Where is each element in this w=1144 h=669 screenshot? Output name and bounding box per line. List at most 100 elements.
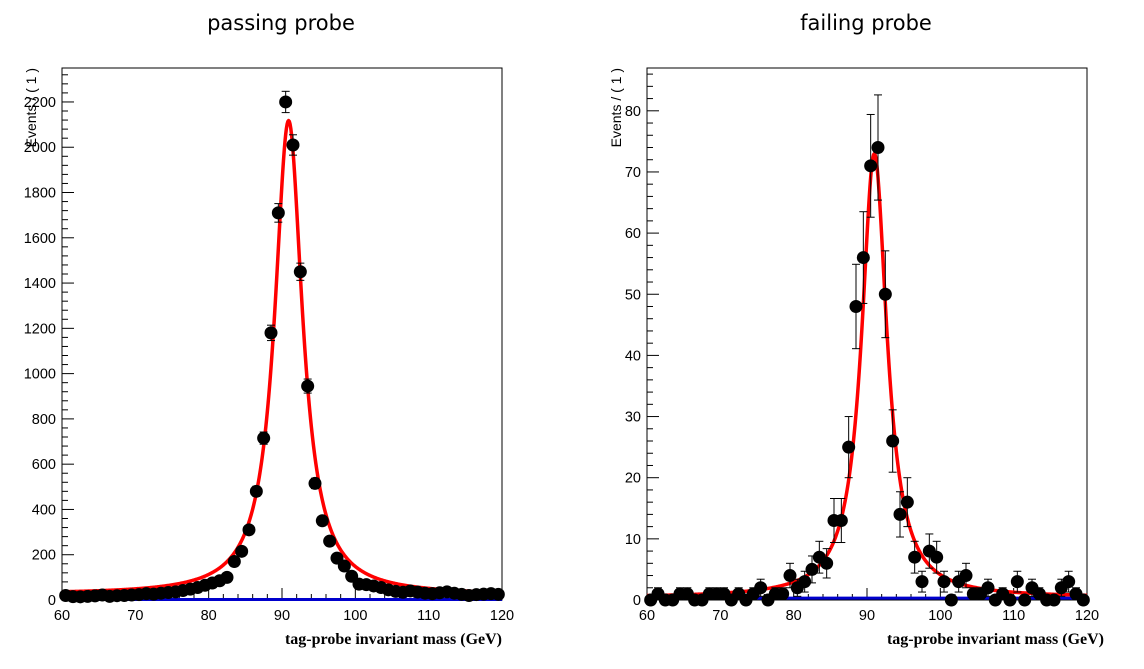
y-tick-label: 2200	[24, 95, 56, 111]
data-marker	[915, 575, 929, 589]
data-marker	[834, 514, 848, 528]
y-axis: 0 10 20 30 40 50 60 70 80	[625, 73, 659, 609]
y-tick-label: 1200	[24, 321, 56, 337]
data-point	[308, 476, 322, 490]
y-axis-label: Events / ( 1 )	[608, 68, 624, 147]
data-point	[1018, 593, 1032, 607]
fit-curve	[60, 118, 504, 595]
data-marker	[944, 593, 958, 607]
data-point	[908, 540, 922, 574]
data-point	[227, 555, 241, 569]
data-marker	[1003, 593, 1017, 607]
data-point	[337, 559, 351, 573]
data-point	[1003, 593, 1017, 607]
data-point	[1062, 570, 1076, 593]
data-point	[798, 570, 812, 593]
fit-line	[60, 118, 504, 595]
data-marker	[301, 379, 315, 393]
data-marker	[1076, 593, 1090, 607]
y-tick-label: 1000	[24, 367, 56, 383]
x-tick-label: 100	[343, 608, 367, 624]
data-marker	[871, 140, 885, 154]
fit-line	[645, 151, 1089, 598]
x-tick-label: 70	[712, 608, 728, 624]
data-marker	[242, 523, 256, 537]
x-tick-label: 110	[417, 608, 440, 624]
data-point	[937, 570, 951, 593]
data-point	[249, 484, 263, 498]
data-point	[981, 578, 995, 597]
data-points	[644, 94, 1090, 607]
data-marker	[900, 495, 914, 509]
y-tick-label: 0	[633, 593, 641, 609]
data-point	[886, 409, 900, 473]
data-point	[271, 203, 285, 223]
data-point	[279, 90, 293, 114]
data-points	[59, 90, 505, 604]
y-tick-label: 20	[625, 471, 641, 487]
data-point	[944, 593, 958, 607]
data-marker	[1010, 575, 1024, 589]
data-point	[856, 211, 870, 304]
y-tick-label: 10	[625, 532, 641, 548]
data-point	[1010, 570, 1024, 593]
y-tick-label: 0	[48, 593, 56, 609]
data-point	[323, 534, 337, 548]
data-marker	[783, 569, 797, 583]
plot-frame	[646, 67, 1088, 601]
data-marker	[908, 550, 922, 564]
data-marker	[805, 562, 819, 576]
data-marker	[315, 514, 329, 528]
data-point	[220, 570, 234, 584]
data-marker	[1018, 593, 1032, 607]
data-point	[242, 523, 256, 537]
data-point	[257, 431, 271, 445]
data-marker	[235, 544, 249, 558]
x-tick-label: 80	[201, 608, 217, 624]
data-marker	[220, 570, 234, 584]
data-point	[293, 262, 307, 281]
data-point	[783, 562, 797, 589]
data-marker	[981, 581, 995, 595]
data-marker	[323, 534, 337, 548]
x-tick-label: 100	[928, 608, 952, 624]
data-point	[1047, 593, 1061, 607]
y-axis: 0 200 400 600 800 1000 1200 1400 1600 1800 2000 220…	[24, 74, 74, 609]
data-marker	[893, 507, 907, 521]
data-marker	[1062, 575, 1076, 589]
x-tick-label: 120	[1075, 608, 1099, 624]
data-point	[1076, 593, 1090, 607]
data-marker	[864, 159, 878, 173]
data-marker	[798, 575, 812, 589]
x-tick-label: 70	[127, 608, 143, 624]
data-marker	[886, 434, 900, 448]
data-marker	[293, 265, 307, 279]
y-tick-label: 1800	[24, 186, 56, 202]
data-point	[834, 497, 848, 544]
x-axis-label: tag-probe invariant mass (GeV)	[285, 631, 502, 648]
data-marker	[930, 550, 944, 564]
x-tick-label: 60	[54, 608, 70, 624]
y-tick-label: 30	[625, 410, 641, 426]
data-marker	[776, 587, 790, 601]
y-axis-label: Events / ( 1 )	[23, 68, 39, 147]
data-marker	[856, 251, 870, 265]
data-marker	[1047, 593, 1061, 607]
data-point	[959, 562, 973, 589]
data-marker	[842, 440, 856, 454]
x-axis-label: tag-probe invariant mass (GeV)	[887, 631, 1104, 648]
passing-probe-panel: passing probe 60 70 80 90 100 110 120 0 200 400 6…	[23, 11, 514, 648]
y-tick-label: 1400	[24, 276, 56, 292]
data-point	[235, 544, 249, 558]
x-tick-label: 90	[859, 608, 875, 624]
x-tick-label: 110	[1002, 608, 1025, 624]
data-point	[930, 540, 944, 574]
data-point	[900, 477, 914, 528]
data-point	[915, 570, 929, 593]
data-marker	[264, 326, 278, 340]
data-point	[315, 514, 329, 528]
data-marker	[937, 575, 951, 589]
data-marker	[820, 556, 834, 570]
data-marker	[491, 587, 505, 601]
y-tick-label: 400	[32, 502, 56, 518]
